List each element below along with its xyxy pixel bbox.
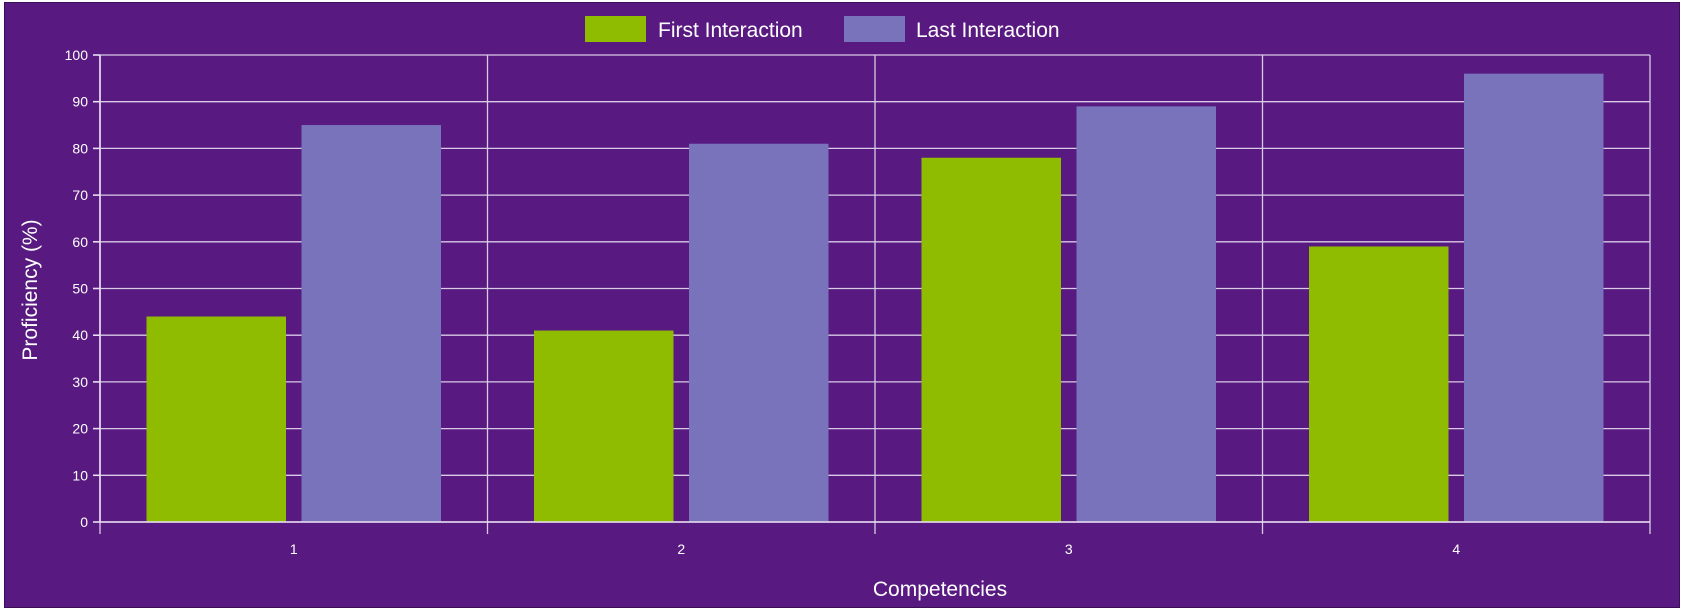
x-tick-label: 4 bbox=[1452, 541, 1460, 557]
y-tick-label: 80 bbox=[72, 140, 88, 156]
legend: First Interaction Last Interaction bbox=[585, 16, 1060, 42]
bar-last-interaction-3 bbox=[1076, 106, 1216, 523]
bar-first-interaction-3 bbox=[921, 157, 1061, 523]
y-tick-label: 40 bbox=[72, 327, 88, 343]
y-tick-label: 60 bbox=[72, 234, 88, 250]
y-tick-label: 50 bbox=[72, 281, 88, 297]
legend-swatch-last-interaction bbox=[844, 16, 905, 42]
y-axis-title: Proficiency (%) bbox=[19, 219, 42, 360]
y-tick-label: 70 bbox=[72, 187, 88, 203]
bar-first-interaction-2 bbox=[534, 330, 674, 522]
bar-last-interaction-4 bbox=[1464, 73, 1604, 523]
y-tick-label: 90 bbox=[72, 94, 88, 110]
legend-label-first-interaction: First Interaction bbox=[658, 19, 803, 42]
y-tick-label: 20 bbox=[72, 421, 88, 437]
bar-chart: First Interaction Last Interaction 0 10 20… bbox=[19, 16, 1651, 601]
x-axis-title: Competencies bbox=[873, 578, 1007, 601]
legend-swatch-first-interaction bbox=[585, 16, 646, 42]
axes: 0 10 20 30 40 50 60 70 80 90 100 1 2 3 4 bbox=[65, 47, 1650, 557]
bar-last-interaction-1 bbox=[301, 125, 441, 523]
bar-last-interaction-2 bbox=[689, 143, 829, 523]
bars bbox=[146, 73, 1604, 523]
chart-panel: First Interaction Last Interaction 0 10 20… bbox=[4, 2, 1680, 608]
x-tick-label: 1 bbox=[290, 541, 298, 557]
y-tick-label: 100 bbox=[65, 47, 89, 63]
x-tick-label: 2 bbox=[677, 541, 685, 557]
x-tick-label: 3 bbox=[1065, 541, 1073, 557]
y-tick-label: 0 bbox=[80, 514, 88, 530]
bar-first-interaction-4 bbox=[1309, 246, 1449, 522]
legend-label-last-interaction: Last Interaction bbox=[916, 19, 1060, 42]
y-tick-label: 30 bbox=[72, 374, 88, 390]
y-tick-label: 10 bbox=[72, 467, 88, 483]
bar-first-interaction-1 bbox=[146, 316, 286, 522]
